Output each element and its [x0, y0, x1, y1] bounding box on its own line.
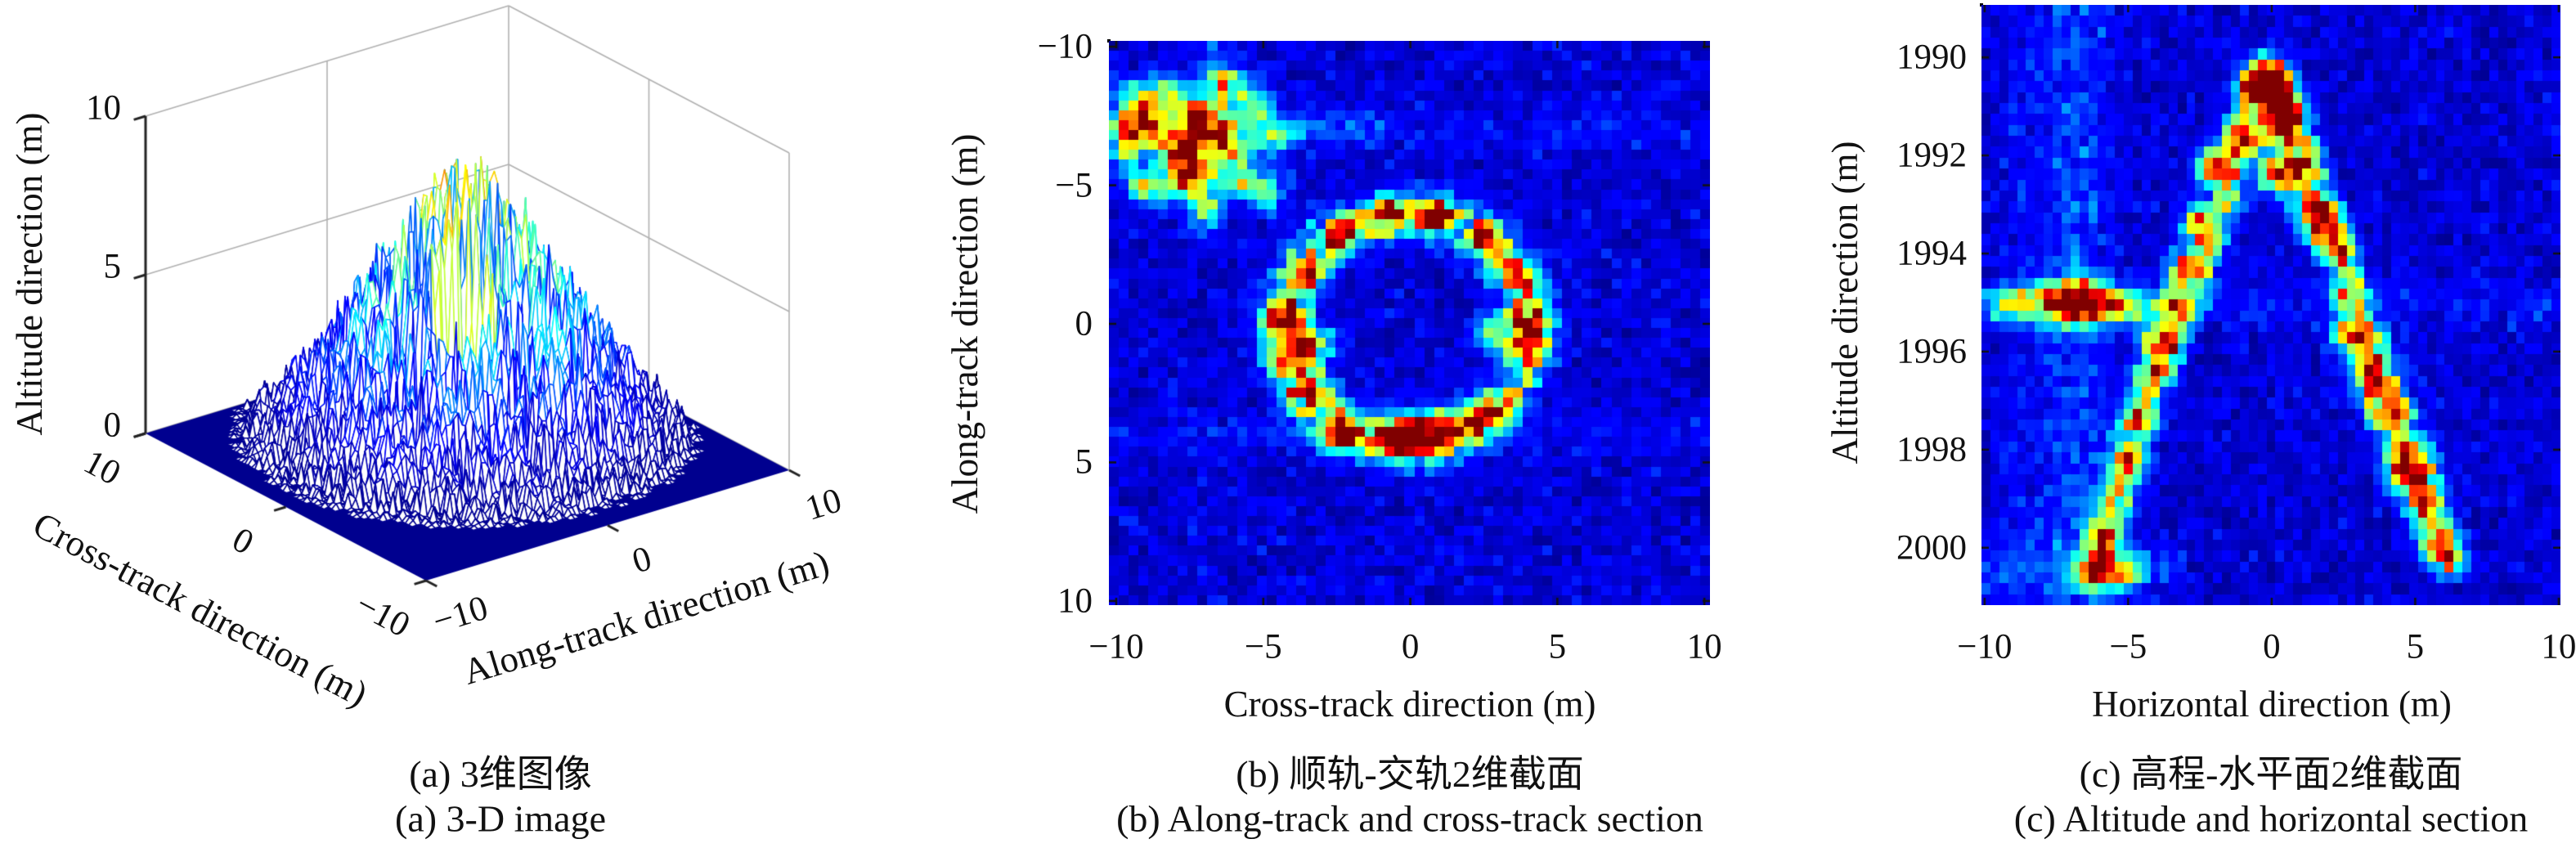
tick-label: 1992 — [1896, 136, 1967, 175]
tick-label: 5 — [103, 247, 122, 286]
caption-a-english: (a) 3-D image — [395, 797, 606, 840]
tick-label: 5 — [1548, 627, 1567, 666]
tick-label: 10 — [1686, 627, 1722, 666]
b-x-axis-label: Cross-track direction (m) — [1223, 684, 1596, 725]
tick-label: −10 — [1088, 627, 1144, 666]
tick-label: 0 — [2263, 627, 2281, 666]
tick-label: 10 — [2541, 627, 2576, 666]
tick-label: 10 — [1057, 581, 1093, 621]
heatmap-b-frame — [1107, 39, 1710, 605]
tick-label: −5 — [2109, 627, 2147, 666]
c-y-axis-label: Altitude direction (m) — [1824, 141, 1865, 464]
caption-b-chinese: (b) 顺轨-交轨2维截面 — [1236, 753, 1584, 795]
caption-c-english: (c) Altitude and horizontal section — [2013, 797, 2529, 840]
tick-label: 2000 — [1896, 528, 1967, 568]
tick-label: 1998 — [1896, 430, 1967, 469]
tick-label: 5 — [2406, 627, 2425, 666]
c-x-axis-label: Horizontal direction (m) — [2092, 684, 2452, 725]
b-y-axis-label: Along-track direction (m) — [945, 133, 985, 514]
tick-label: −5 — [1055, 166, 1093, 205]
heatmap-b-canvas — [1109, 41, 1710, 605]
tick-label: −10 — [1957, 627, 2013, 666]
tick-label: −10 — [1037, 27, 1093, 66]
tick-label: 0 — [1075, 304, 1093, 343]
heatmap-c-frame — [1980, 3, 2560, 605]
tick-label: 1996 — [1896, 332, 1967, 371]
heatmap-c-canvas — [1981, 5, 2560, 605]
tick-label: 5 — [1075, 442, 1093, 482]
caption-b-english: (b) Along-track and cross-track section — [1116, 797, 1703, 840]
tick-label: 10 — [86, 88, 121, 128]
a-z-axis-label: Altitude direction (m) — [9, 112, 50, 436]
tick-label: 0 — [103, 406, 122, 445]
tick-label: 1990 — [1896, 38, 1967, 77]
tick-label: 0 — [1401, 627, 1420, 666]
tick-label: 1994 — [1896, 234, 1967, 273]
surface-3d-canvas — [0, 0, 965, 848]
caption-a-chinese: (a) 3维图像 — [409, 753, 592, 795]
tick-label: −5 — [1244, 627, 1282, 666]
caption-c-chinese: (c) 高程-水平面2维截面 — [2079, 753, 2463, 795]
